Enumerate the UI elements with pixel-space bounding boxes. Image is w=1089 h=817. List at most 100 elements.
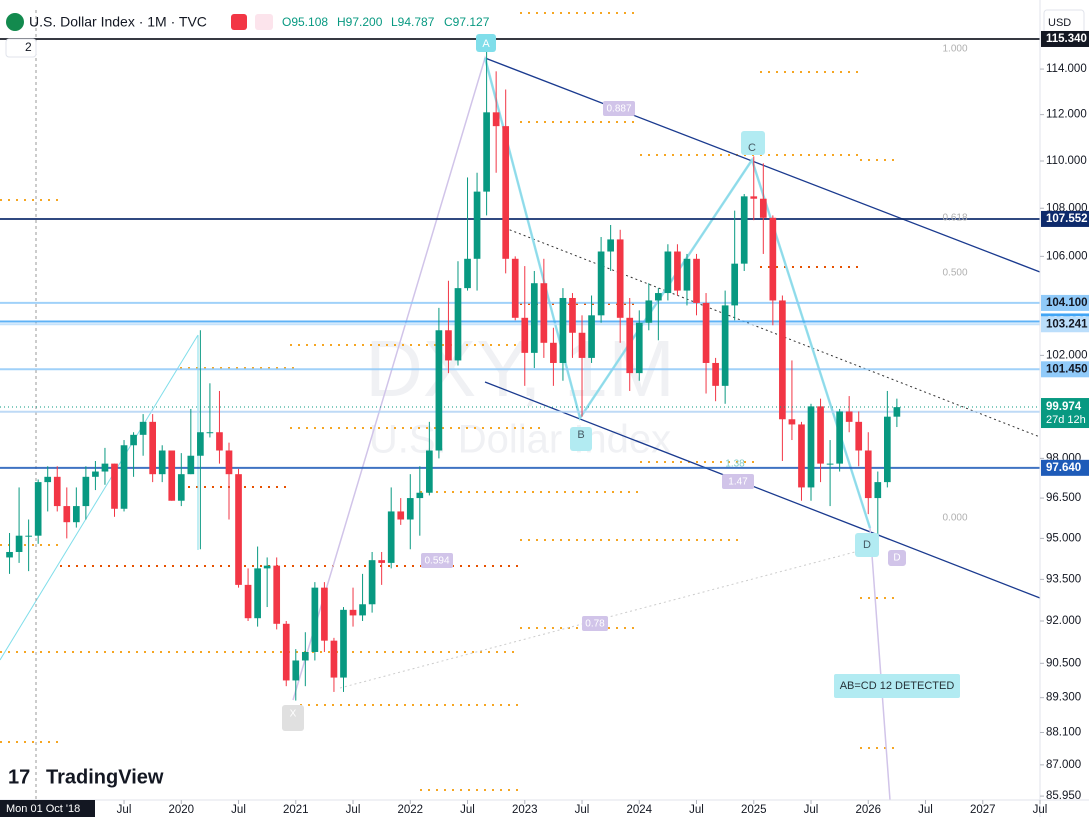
currency[interactable]: USD (1048, 17, 1071, 29)
candle-body (559, 297, 567, 363)
candle-body (769, 217, 777, 301)
candle-body (588, 315, 595, 358)
candle-body (635, 322, 643, 374)
candle-body (359, 604, 366, 616)
candle-body (426, 450, 433, 493)
y-tick-label: 93.500 (1046, 573, 1081, 585)
candle-body (273, 565, 281, 624)
status-icon[interactable] (255, 14, 273, 30)
detected-box (834, 674, 960, 698)
candle-body (92, 471, 99, 477)
trend-channel (484, 57, 1041, 599)
candle-body (683, 258, 691, 291)
x-tick-label: Jul (117, 804, 132, 816)
candle-body (483, 112, 490, 192)
price-tag (1041, 316, 1089, 333)
price-tag-label: 107.552 (1046, 213, 1088, 225)
candle-body (731, 263, 739, 306)
point-c: C (748, 142, 756, 154)
candle-body (502, 126, 510, 259)
x-tick-label: Jul (346, 804, 361, 816)
y-tick-label: 96.500 (1046, 492, 1081, 504)
candle-body (177, 474, 185, 501)
y-tick-label: 106.000 (1046, 250, 1088, 262)
candle-body (893, 407, 901, 417)
candle-body (368, 560, 376, 605)
indicator-count[interactable]: 2 (25, 40, 32, 54)
fib-label: 0.500 (942, 268, 967, 279)
fib-labels: 1.000 0.618 0.500 0.000 (942, 44, 967, 524)
left-leg (0, 334, 199, 661)
x-tick-label: Jul (1033, 804, 1048, 816)
candle-body (254, 568, 261, 619)
candle-body (130, 434, 137, 446)
candle-body (445, 330, 452, 361)
legend-open: O95.108 (282, 15, 328, 29)
fib-label: 0.887 (606, 104, 631, 115)
symbol-icon[interactable] (6, 13, 24, 31)
candle-body (655, 293, 662, 301)
candle-body (779, 300, 786, 420)
legend-high: H97.200 (337, 15, 383, 29)
candle-body (216, 432, 223, 451)
price-tag-label: 103.241 (1046, 318, 1088, 330)
crosshair-date-box (0, 800, 95, 817)
candle-body (82, 476, 90, 507)
candle-body (645, 300, 653, 323)
candle-body (626, 317, 634, 374)
y-tick-label: 88.100 (1046, 727, 1081, 739)
logo-text[interactable]: TradingView (46, 766, 164, 788)
fib-label: 0.618 (942, 213, 967, 224)
indicator-toggle[interactable] (5, 38, 37, 58)
logo-mark[interactable]: 17 (8, 766, 30, 788)
legend-symbol[interactable]: U.S. Dollar Index · 1M · TVC (29, 14, 207, 30)
candle-body (492, 112, 500, 127)
price-tag-label: 104.100 (1046, 297, 1088, 309)
trend-mid (504, 227, 1041, 438)
point-d-box (855, 533, 879, 557)
candle-body (550, 342, 557, 363)
fib-label: 0.000 (942, 513, 967, 524)
x-tick-label: 2022 (397, 804, 423, 816)
x-tick-label: 2021 (283, 804, 309, 816)
x-tick-label: 2026 (855, 804, 881, 816)
point-c-box (741, 131, 765, 155)
candle-body (197, 432, 204, 456)
candle-body (750, 196, 758, 199)
candle-body (301, 651, 309, 661)
flag-icon[interactable] (231, 14, 247, 30)
legend-low: L94.787 (391, 15, 435, 29)
candle-body (225, 450, 233, 475)
candle-body (855, 421, 863, 451)
point-a: A (482, 38, 490, 50)
x-tick-label: 2025 (741, 804, 767, 816)
candle-body (158, 450, 166, 475)
candle-body (664, 251, 672, 294)
candle-body (6, 551, 13, 558)
y-tick-label: 110.000 (1046, 155, 1087, 167)
candle-body (540, 283, 548, 343)
candle-body (674, 251, 681, 291)
fib-box (421, 553, 453, 568)
last-price-tag (1041, 398, 1089, 429)
x-tick-label: Jul (689, 804, 704, 816)
candle-body (874, 482, 882, 499)
candle-body (53, 476, 61, 507)
y-tick-label: 112.000 (1046, 109, 1087, 121)
point-b: B (577, 429, 584, 441)
candle-body (807, 406, 815, 488)
point-d2: D (893, 553, 900, 564)
y-tick-label: 90.500 (1046, 657, 1081, 669)
candle-body (44, 476, 52, 483)
candle-body (788, 419, 796, 425)
legend-close: C97.127 (444, 15, 490, 29)
candle-body (511, 258, 519, 318)
candle-body (454, 288, 462, 361)
candle-body (206, 432, 214, 434)
x-tick-label: Jul (231, 804, 246, 816)
candle-body (120, 445, 128, 509)
candle-body (139, 421, 147, 435)
candle-body (168, 450, 176, 501)
point-d: D (863, 539, 871, 551)
